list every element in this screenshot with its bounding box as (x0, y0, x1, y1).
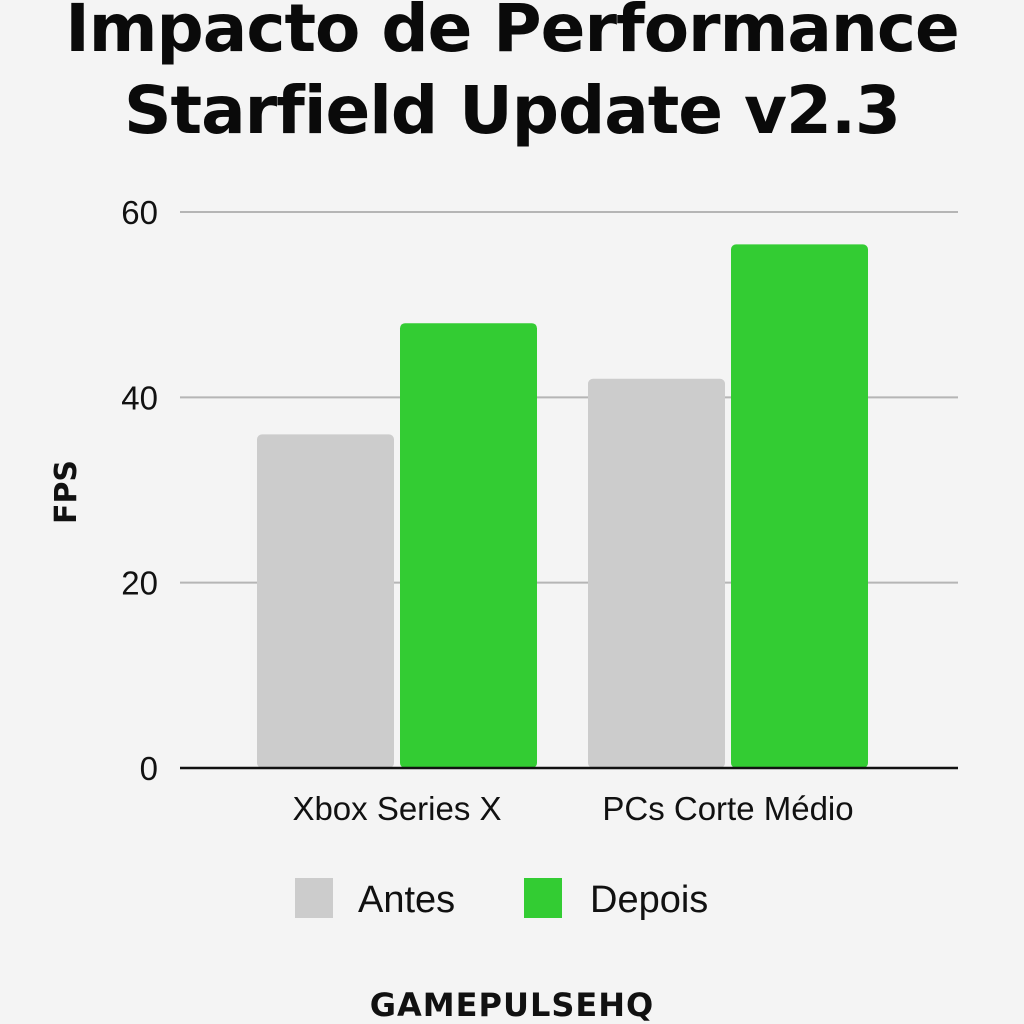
bar-depois-0 (400, 323, 537, 768)
bar-depois-1 (731, 244, 868, 768)
bar-antes-0 (257, 434, 394, 768)
legend-swatch-depois (524, 878, 562, 918)
bars (257, 244, 868, 768)
legend-label-depois: Depois (590, 879, 708, 921)
y-tick-label: 60 (121, 194, 158, 231)
x-category-label: Xbox Series X (292, 790, 501, 827)
y-tick-label: 20 (121, 565, 158, 602)
y-tick-label: 40 (121, 379, 158, 416)
chart-title-line-2: Starfield Update v2.3 (124, 72, 901, 149)
axes: 0 20 40 60 Xbox Series X PCs Corte Médio FPS (49, 194, 958, 827)
chart-title-line-1: Impacto de Performance (65, 0, 960, 67)
legend-label-antes: Antes (358, 879, 455, 921)
y-tick-label: 0 (140, 750, 158, 787)
watermark: GAMEPULSEHQ (369, 986, 655, 1024)
legend-swatch-antes (295, 878, 333, 918)
y-axis-label: FPS (49, 460, 84, 524)
bar-antes-1 (588, 378, 725, 768)
legend: Antes Depois (295, 878, 708, 921)
x-category-label: PCs Corte Médio (602, 790, 853, 827)
